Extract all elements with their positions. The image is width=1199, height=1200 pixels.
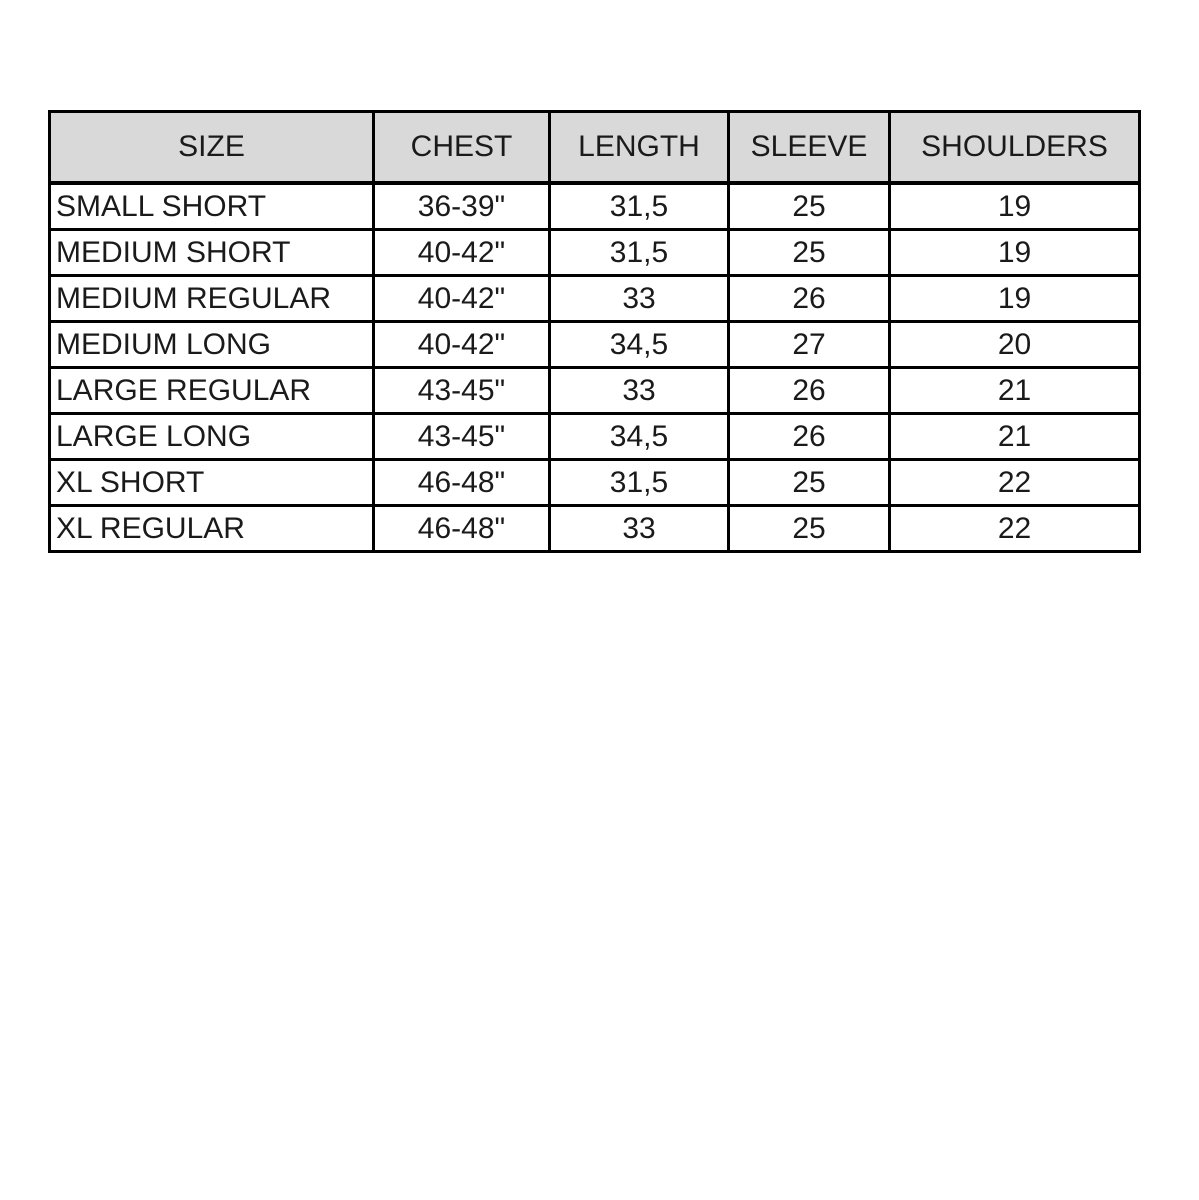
table-row: MEDIUM LONG 40-42" 34,5 27 20	[48, 320, 1141, 369]
cell-sleeve: 25	[727, 228, 891, 277]
cell-size: LARGE LONG	[48, 412, 375, 461]
cell-sleeve: 27	[727, 320, 891, 369]
header-row: SIZE CHEST LENGTH SLEEVE SHOULDERS	[48, 110, 1141, 185]
table-row: MEDIUM REGULAR 40-42" 33 26 19	[48, 274, 1141, 323]
cell-chest: 46-48"	[372, 504, 551, 553]
cell-sleeve: 26	[727, 366, 891, 415]
cell-chest: 43-45"	[372, 366, 551, 415]
cell-length: 31,5	[548, 458, 730, 507]
cell-length: 34,5	[548, 320, 730, 369]
cell-sleeve: 26	[727, 412, 891, 461]
cell-sleeve: 25	[727, 181, 891, 231]
cell-sleeve: 25	[727, 458, 891, 507]
cell-shoulders: 21	[888, 366, 1141, 415]
table-row: LARGE REGULAR 43-45" 33 26 21	[48, 366, 1141, 415]
cell-chest: 36-39"	[372, 181, 551, 231]
cell-shoulders: 19	[888, 228, 1141, 277]
cell-size: SMALL SHORT	[48, 181, 375, 231]
column-header-sleeve: SLEEVE	[727, 110, 891, 185]
cell-chest: 40-42"	[372, 320, 551, 369]
cell-size: MEDIUM LONG	[48, 320, 375, 369]
cell-sleeve: 26	[727, 274, 891, 323]
cell-chest: 46-48"	[372, 458, 551, 507]
table-row: XL SHORT 46-48" 31,5 25 22	[48, 458, 1141, 507]
cell-length: 33	[548, 366, 730, 415]
table-row: XL REGULAR 46-48" 33 25 22	[48, 504, 1141, 553]
cell-size: XL SHORT	[48, 458, 375, 507]
cell-chest: 40-42"	[372, 274, 551, 323]
cell-sleeve: 25	[727, 504, 891, 553]
table-row: LARGE LONG 43-45" 34,5 26 21	[48, 412, 1141, 461]
cell-shoulders: 20	[888, 320, 1141, 369]
cell-shoulders: 22	[888, 458, 1141, 507]
cell-shoulders: 22	[888, 504, 1141, 553]
cell-size: XL REGULAR	[48, 504, 375, 553]
cell-chest: 40-42"	[372, 228, 551, 277]
column-header-shoulders: SHOULDERS	[888, 110, 1141, 185]
cell-length: 33	[548, 274, 730, 323]
cell-shoulders: 21	[888, 412, 1141, 461]
cell-chest: 43-45"	[372, 412, 551, 461]
cell-length: 33	[548, 504, 730, 553]
column-header-chest: CHEST	[372, 110, 551, 185]
cell-size: MEDIUM SHORT	[48, 228, 375, 277]
cell-shoulders: 19	[888, 181, 1141, 231]
cell-size: MEDIUM REGULAR	[48, 274, 375, 323]
column-header-length: LENGTH	[548, 110, 730, 185]
cell-length: 31,5	[548, 181, 730, 231]
table-row: SMALL SHORT 36-39" 31,5 25 19	[48, 181, 1141, 231]
table-row: MEDIUM SHORT 40-42" 31,5 25 19	[48, 228, 1141, 277]
column-header-size: SIZE	[48, 110, 375, 185]
cell-size: LARGE REGULAR	[48, 366, 375, 415]
cell-shoulders: 19	[888, 274, 1141, 323]
size-chart-table: SIZE CHEST LENGTH SLEEVE SHOULDERS SMALL…	[48, 110, 1141, 553]
cell-length: 34,5	[548, 412, 730, 461]
cell-length: 31,5	[548, 228, 730, 277]
